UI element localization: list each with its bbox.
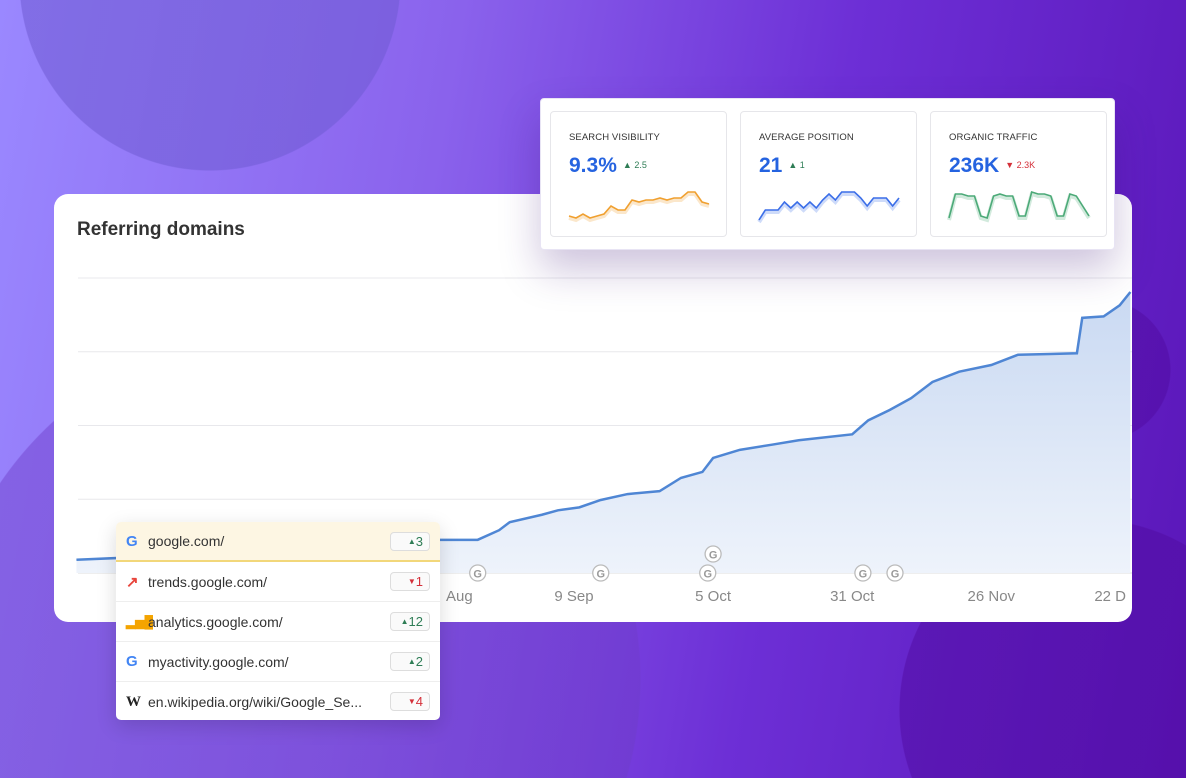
- svg-text:G: G: [703, 569, 712, 581]
- delta-badge: ▼4: [390, 692, 430, 711]
- x-tick-label: 31 Oct: [830, 588, 875, 605]
- delta-badge: ▲12: [390, 612, 430, 631]
- x-tick-label: 22 D: [1094, 588, 1126, 605]
- sparkline: [568, 191, 710, 223]
- arrow-down-icon: ▼: [407, 697, 416, 706]
- domain-label: google.com/: [148, 533, 225, 549]
- card-title: Referring domains: [77, 219, 245, 240]
- domain-label: myactivity.google.com/: [148, 653, 289, 670]
- metric-delta: ▼ 2.3K: [1005, 160, 1036, 170]
- list-item[interactable]: ↗ trends.google.com/ ▼1: [116, 562, 440, 602]
- google-icon: G: [126, 532, 138, 550]
- metric-title: AVERAGE POSITION: [759, 132, 854, 143]
- list-item[interactable]: G google.com/ ▲3: [116, 522, 440, 562]
- google-update-icon[interactable]: G: [469, 564, 487, 582]
- arrow-up-icon: ▲: [788, 160, 798, 170]
- area-fill: [76, 292, 1131, 573]
- metric-title: SEARCH VISIBILITY: [569, 132, 660, 143]
- svg-text:G: G: [709, 550, 718, 562]
- arrow-down-icon: ▼: [1005, 160, 1015, 170]
- google-update-icon[interactable]: G: [592, 564, 610, 582]
- wikipedia-icon: W: [126, 693, 141, 710]
- x-tick-label: Aug: [446, 588, 473, 605]
- x-tick-label: 5 Oct: [695, 588, 732, 605]
- google-update-icon[interactable]: G: [704, 545, 722, 563]
- x-tick-label: 9 Sep: [554, 588, 593, 605]
- metric-delta: ▲ 2.5: [622, 160, 647, 170]
- arrow-up-icon: ▲: [400, 617, 409, 626]
- metrics-panel: SEARCH VISIBILITY 9.3% ▲ 2.5 AVERAGE POSIT…: [540, 98, 1115, 250]
- domain-label: trends.google.com/: [148, 573, 268, 590]
- svg-text:G: G: [891, 569, 900, 581]
- metric-value: 21 ▲ 1: [759, 154, 805, 177]
- metric-delta: ▲ 1: [788, 160, 805, 170]
- domain-label: en.wikipedia.org/wiki/Google_Se...: [148, 693, 363, 710]
- sparkline: [947, 190, 1091, 223]
- delta-badge: ▲2: [390, 652, 430, 671]
- trends-icon: ↗: [126, 573, 139, 591]
- metric-value: 9.3% ▲ 2.5: [569, 154, 647, 177]
- metric-card[interactable]: ORGANIC TRAFFIC 236K ▼ 2.3K: [930, 111, 1107, 237]
- arrow-up-icon: ▲: [407, 657, 416, 666]
- svg-text:G: G: [859, 569, 868, 581]
- delta-badge: ▼1: [390, 572, 430, 591]
- x-tick-label: 26 Nov: [968, 588, 1016, 605]
- google-update-icon[interactable]: G: [854, 564, 872, 582]
- metric-title: ORGANIC TRAFFIC: [949, 132, 1038, 143]
- list-item[interactable]: W en.wikipedia.org/wiki/Google_Se... ▼4: [116, 682, 440, 720]
- delta-badge: ▲3: [390, 531, 430, 551]
- google-icon: G: [126, 653, 138, 670]
- domain-label: analytics.google.com/: [148, 613, 283, 630]
- metric-card[interactable]: AVERAGE POSITION 21 ▲ 1: [740, 111, 917, 237]
- metric-value: 236K ▼ 2.3K: [949, 154, 1036, 177]
- google-update-icon[interactable]: G: [699, 564, 717, 582]
- domain-list: G google.com/ ▲3 ↗ trends.google.com/ ▼1 ▂…: [116, 522, 440, 720]
- arrow-down-icon: ▼: [407, 577, 416, 586]
- list-item[interactable]: G myactivity.google.com/ ▲2: [116, 642, 440, 682]
- metric-card[interactable]: SEARCH VISIBILITY 9.3% ▲ 2.5: [550, 111, 727, 237]
- svg-text:G: G: [596, 569, 605, 581]
- google-update-icon[interactable]: G: [886, 564, 904, 582]
- arrow-up-icon: ▲: [622, 160, 632, 170]
- analytics-icon: ▂▅█: [126, 615, 153, 629]
- arrow-up-icon: ▲: [407, 536, 416, 546]
- list-item[interactable]: ▂▅█ analytics.google.com/ ▲12: [116, 602, 440, 642]
- svg-text:G: G: [473, 569, 482, 581]
- sparkline: [757, 191, 901, 224]
